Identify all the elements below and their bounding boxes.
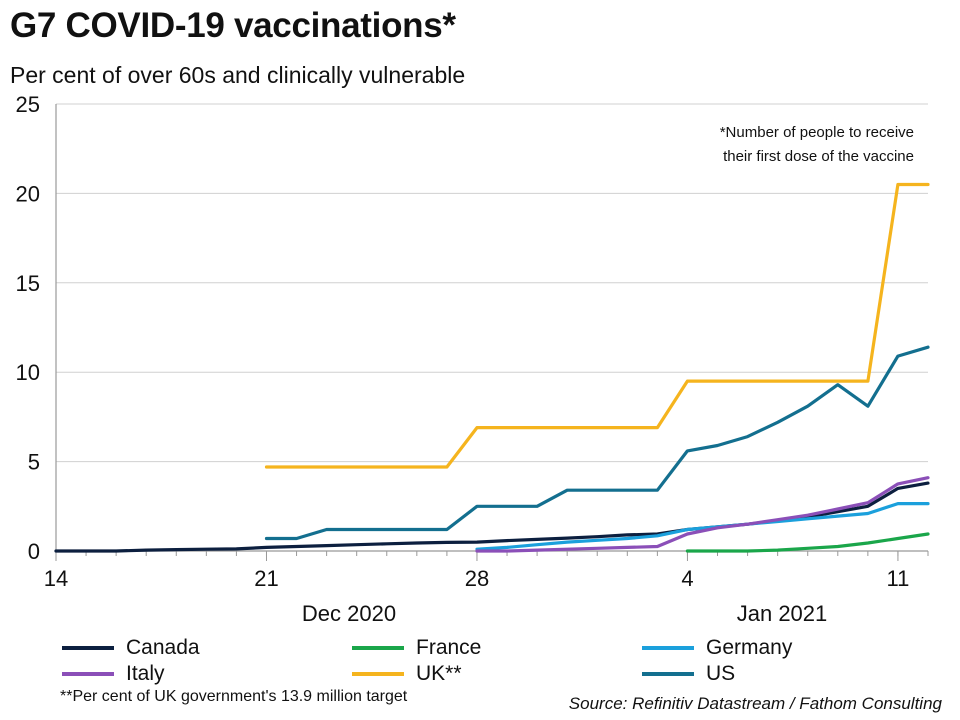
annotation-line-2: their first dose of the vaccine	[723, 148, 914, 165]
chart-subtitle: Per cent of over 60s and clinically vuln…	[10, 62, 466, 88]
month-label: Dec 2020	[302, 601, 396, 626]
series-line-germany	[475, 502, 930, 551]
y-tick-label: 20	[16, 181, 40, 206]
y-tick-label: 10	[16, 360, 40, 385]
x-tick-label: 28	[465, 566, 489, 591]
chart-title: G7 COVID-19 vaccinations*	[10, 6, 456, 45]
source-note: Source: Refinitiv Datastream / Fathom Co…	[568, 694, 942, 713]
series-line-us	[264, 345, 930, 541]
footnote: **Per cent of UK government's 13.9 milli…	[60, 688, 408, 705]
series-line-italy	[475, 476, 930, 553]
x-tick-label: 11	[887, 566, 910, 591]
series-line-uk	[264, 182, 930, 469]
y-tick-label: 15	[16, 271, 40, 296]
annotation-line-1: *Number of people to receive	[720, 124, 914, 141]
x-tick-label: 14	[44, 566, 68, 591]
y-tick-label: 0	[28, 539, 40, 564]
series-lines	[54, 182, 930, 553]
x-tick-label: 4	[681, 566, 693, 591]
axes	[55, 104, 929, 561]
series-line-france	[685, 532, 930, 553]
axis-labels: 0 5 10 15 20 25 14 21 28 4 11 Dec 2020 Jan 2021	[16, 92, 910, 626]
month-label: Jan 2021	[737, 601, 828, 626]
gridlines	[56, 103, 928, 463]
y-tick-label: 25	[16, 92, 40, 117]
y-tick-label: 5	[28, 450, 40, 475]
x-tick-label: 21	[254, 566, 278, 591]
